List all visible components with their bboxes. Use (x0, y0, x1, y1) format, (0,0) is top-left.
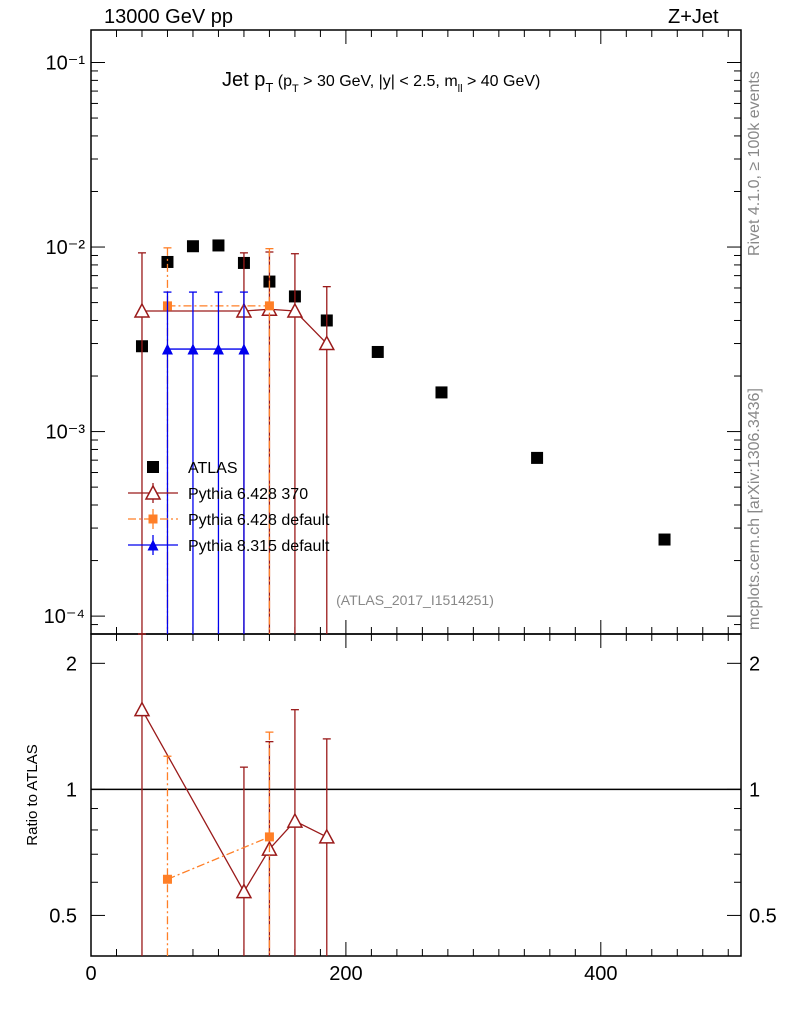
data-point (186, 240, 199, 253)
ratio-panel-frame (90, 633, 742, 957)
chart-title-part: T (265, 80, 273, 95)
chart-title-part: ll (458, 83, 463, 95)
ratio-series-pythia-6-428-370 (133, 633, 336, 956)
legend-label: ATLAS (188, 460, 238, 477)
chart-title-part: > 30 GeV, |y| < 2.5, m (299, 73, 458, 90)
series-pythia-8-315-default (161, 291, 250, 634)
data-point (238, 343, 250, 355)
y-tick-label-main: 10⁻² (46, 237, 86, 259)
y-tick-label-ratio-right: 1 (749, 779, 760, 801)
y-tick-label-ratio-right: 0.5 (749, 905, 777, 927)
chart-title-part: > 40 GeV) (463, 73, 541, 90)
legend-marker (144, 484, 162, 500)
analysis-watermark: (ATLAS_2017_I1514251) (336, 592, 494, 608)
y-tick-label-main: 10⁻⁴ (44, 606, 85, 628)
ratio-point (286, 812, 304, 828)
legend-entry: ATLAS (147, 460, 238, 477)
ratio-ylabel: Ratio to ATLAS (24, 744, 41, 845)
data-point (212, 239, 225, 252)
data-point (212, 343, 224, 355)
chart-title: Jet pT (pT > 30 GeV, |y| < 2.5, mll > 40… (222, 69, 540, 95)
legend-marker (147, 539, 159, 551)
data-point (286, 302, 304, 318)
ratio-point (318, 828, 336, 844)
data-point (371, 345, 384, 358)
data-point (318, 334, 336, 351)
y-tick-label-ratio: 1 (66, 779, 77, 801)
ratio-point (162, 874, 172, 884)
legend-marker (148, 514, 158, 524)
legend-entry: Pythia 6.428 370 (128, 483, 308, 503)
y-tick-label-main: 10⁻³ (46, 422, 86, 444)
x-tick-label: 0 (85, 963, 96, 985)
ratio-series-pythia-6-428-default (162, 731, 274, 956)
x-tick-label: 400 (584, 963, 617, 985)
data-point (531, 451, 544, 464)
process-label: Z+Jet (668, 6, 719, 28)
ratio-point (235, 883, 253, 899)
y-tick-label-ratio-right: 2 (749, 653, 760, 675)
data-point (435, 386, 448, 399)
legend-label: Pythia 6.428 370 (188, 486, 308, 503)
legend-label: Pythia 6.428 default (188, 512, 330, 529)
ratio-point (264, 832, 274, 842)
rivet-version-label: Rivet 4.1.0, ≥ 100k events (746, 71, 763, 256)
data-point (187, 343, 199, 355)
y-tick-label-ratio: 0.5 (49, 905, 77, 927)
data-point (161, 255, 174, 268)
energy-label: 13000 GeV pp (104, 6, 233, 28)
data-point (658, 533, 671, 546)
legend-label: Pythia 8.315 default (188, 538, 330, 555)
data-point (133, 302, 151, 318)
legend-entry: Pythia 6.428 default (128, 509, 330, 529)
chart-title-part: Jet p (222, 69, 265, 91)
chart-title-part: T (292, 83, 299, 95)
chart-title-part: (p (273, 73, 292, 90)
legend-marker (147, 461, 159, 473)
data-point (161, 343, 173, 355)
legend-entry: Pythia 8.315 default (128, 535, 330, 555)
ratio-line (141, 709, 328, 893)
x-tick-label: 200 (329, 963, 362, 985)
y-tick-label-main: 10⁻¹ (46, 52, 86, 74)
ratio-line (167, 836, 270, 880)
y-tick-label-ratio: 2 (66, 653, 77, 675)
source-label: mcplots.cern.ch [arXiv:1306.3436] (746, 388, 763, 630)
data-point (264, 301, 274, 311)
ratio-point (133, 701, 151, 717)
